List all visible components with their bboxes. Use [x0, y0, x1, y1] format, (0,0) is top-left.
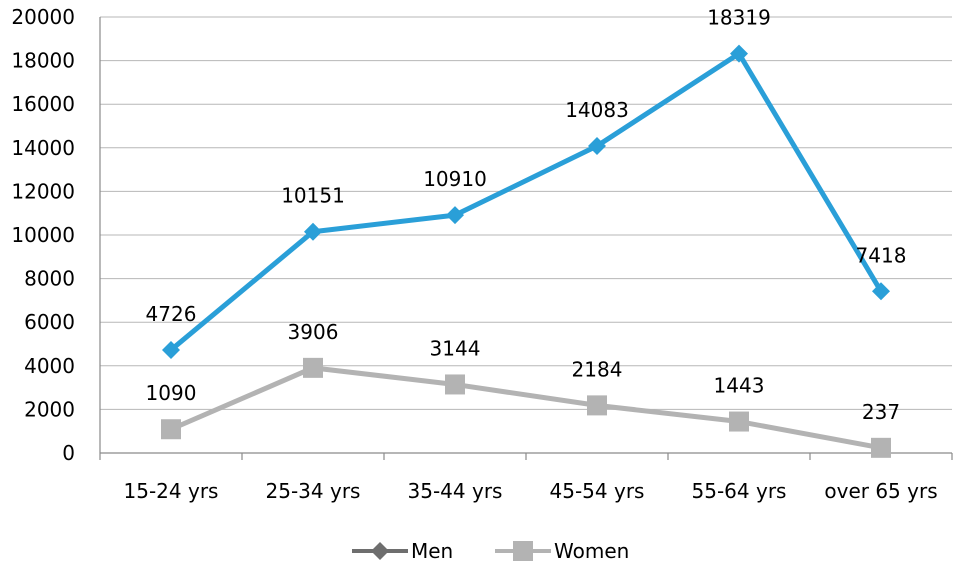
x-tick-label: 15-24 yrs: [124, 479, 219, 503]
y-tick-label: 12000: [11, 179, 75, 203]
x-tick-label: 45-54 yrs: [550, 479, 645, 503]
data-label-men: 10151: [281, 184, 345, 208]
data-point-men: [730, 44, 748, 63]
data-point-women: [303, 357, 323, 378]
x-tick-label: 25-34 yrs: [266, 479, 361, 503]
data-label-women: 3906: [288, 320, 339, 344]
data-point-women: [587, 395, 607, 416]
x-tick-label: 55-64 yrs: [692, 479, 787, 503]
legend-marker-men: [371, 542, 389, 560]
y-tick-label: 0: [62, 441, 75, 465]
y-axis-tick-labels: 0 2000 4000 6000 8000 10000 12000 14000 16000 180…: [11, 5, 75, 465]
series-line-women: [168, 365, 884, 451]
data-point-women: [871, 437, 891, 458]
data-label-men: 18319: [707, 6, 771, 30]
legend-label-men: Men: [411, 539, 453, 563]
legend-marker-women: [513, 541, 533, 561]
y-tick-label: 20000: [11, 5, 75, 29]
legend-item-women: Women: [495, 539, 629, 563]
data-label-men: 4726: [146, 302, 197, 326]
y-tick-label: 8000: [24, 267, 75, 291]
gridlines: [100, 16, 952, 410]
series-line-men: [168, 51, 884, 353]
data-point-men: [588, 136, 606, 155]
data-point-men: [162, 340, 180, 359]
data-point-men: [446, 206, 464, 225]
data-label-men: 10910: [423, 167, 487, 191]
y-tick-label: 6000: [24, 310, 75, 334]
y-tick-label: 2000: [24, 397, 75, 421]
data-label-women: 237: [862, 400, 900, 424]
data-label-women: 3144: [430, 336, 481, 360]
data-label-men: 14083: [565, 98, 629, 122]
data-label-women: 1443: [714, 374, 765, 398]
legend-label-women: Women: [554, 539, 629, 563]
y-tick-label: 18000: [11, 49, 75, 73]
y-tick-label: 4000: [24, 354, 75, 378]
series-women: 1090 3906 3144 2184 1443 237: [146, 320, 900, 458]
data-point-women: [161, 419, 181, 440]
data-label-women: 2184: [572, 357, 623, 381]
data-point-men: [872, 282, 890, 301]
axes: [99, 17, 953, 460]
legend-item-men: Men: [352, 539, 453, 563]
data-point-men: [304, 222, 322, 241]
data-label-women: 1090: [146, 381, 197, 405]
y-tick-label: 14000: [11, 136, 75, 160]
legend: Men Women: [352, 539, 629, 563]
data-point-women: [445, 374, 465, 395]
y-tick-label: 10000: [11, 223, 75, 247]
y-tick-label: 16000: [11, 92, 75, 116]
x-tick-label: 35-44 yrs: [408, 479, 503, 503]
series-layer: 1090 3906 3144 2184 1443 237 4726 10151 10910 140…: [146, 6, 907, 458]
x-tick-label: over 65 yrs: [824, 479, 937, 503]
x-axis-tick-labels: 15-24 yrs 25-34 yrs 35-44 yrs 45-54 yrs 55-6…: [124, 479, 938, 503]
data-point-women: [729, 411, 749, 432]
data-label-men: 7418: [856, 243, 907, 267]
series-men: 4726 10151 10910 14083 18319 7418: [146, 6, 907, 359]
